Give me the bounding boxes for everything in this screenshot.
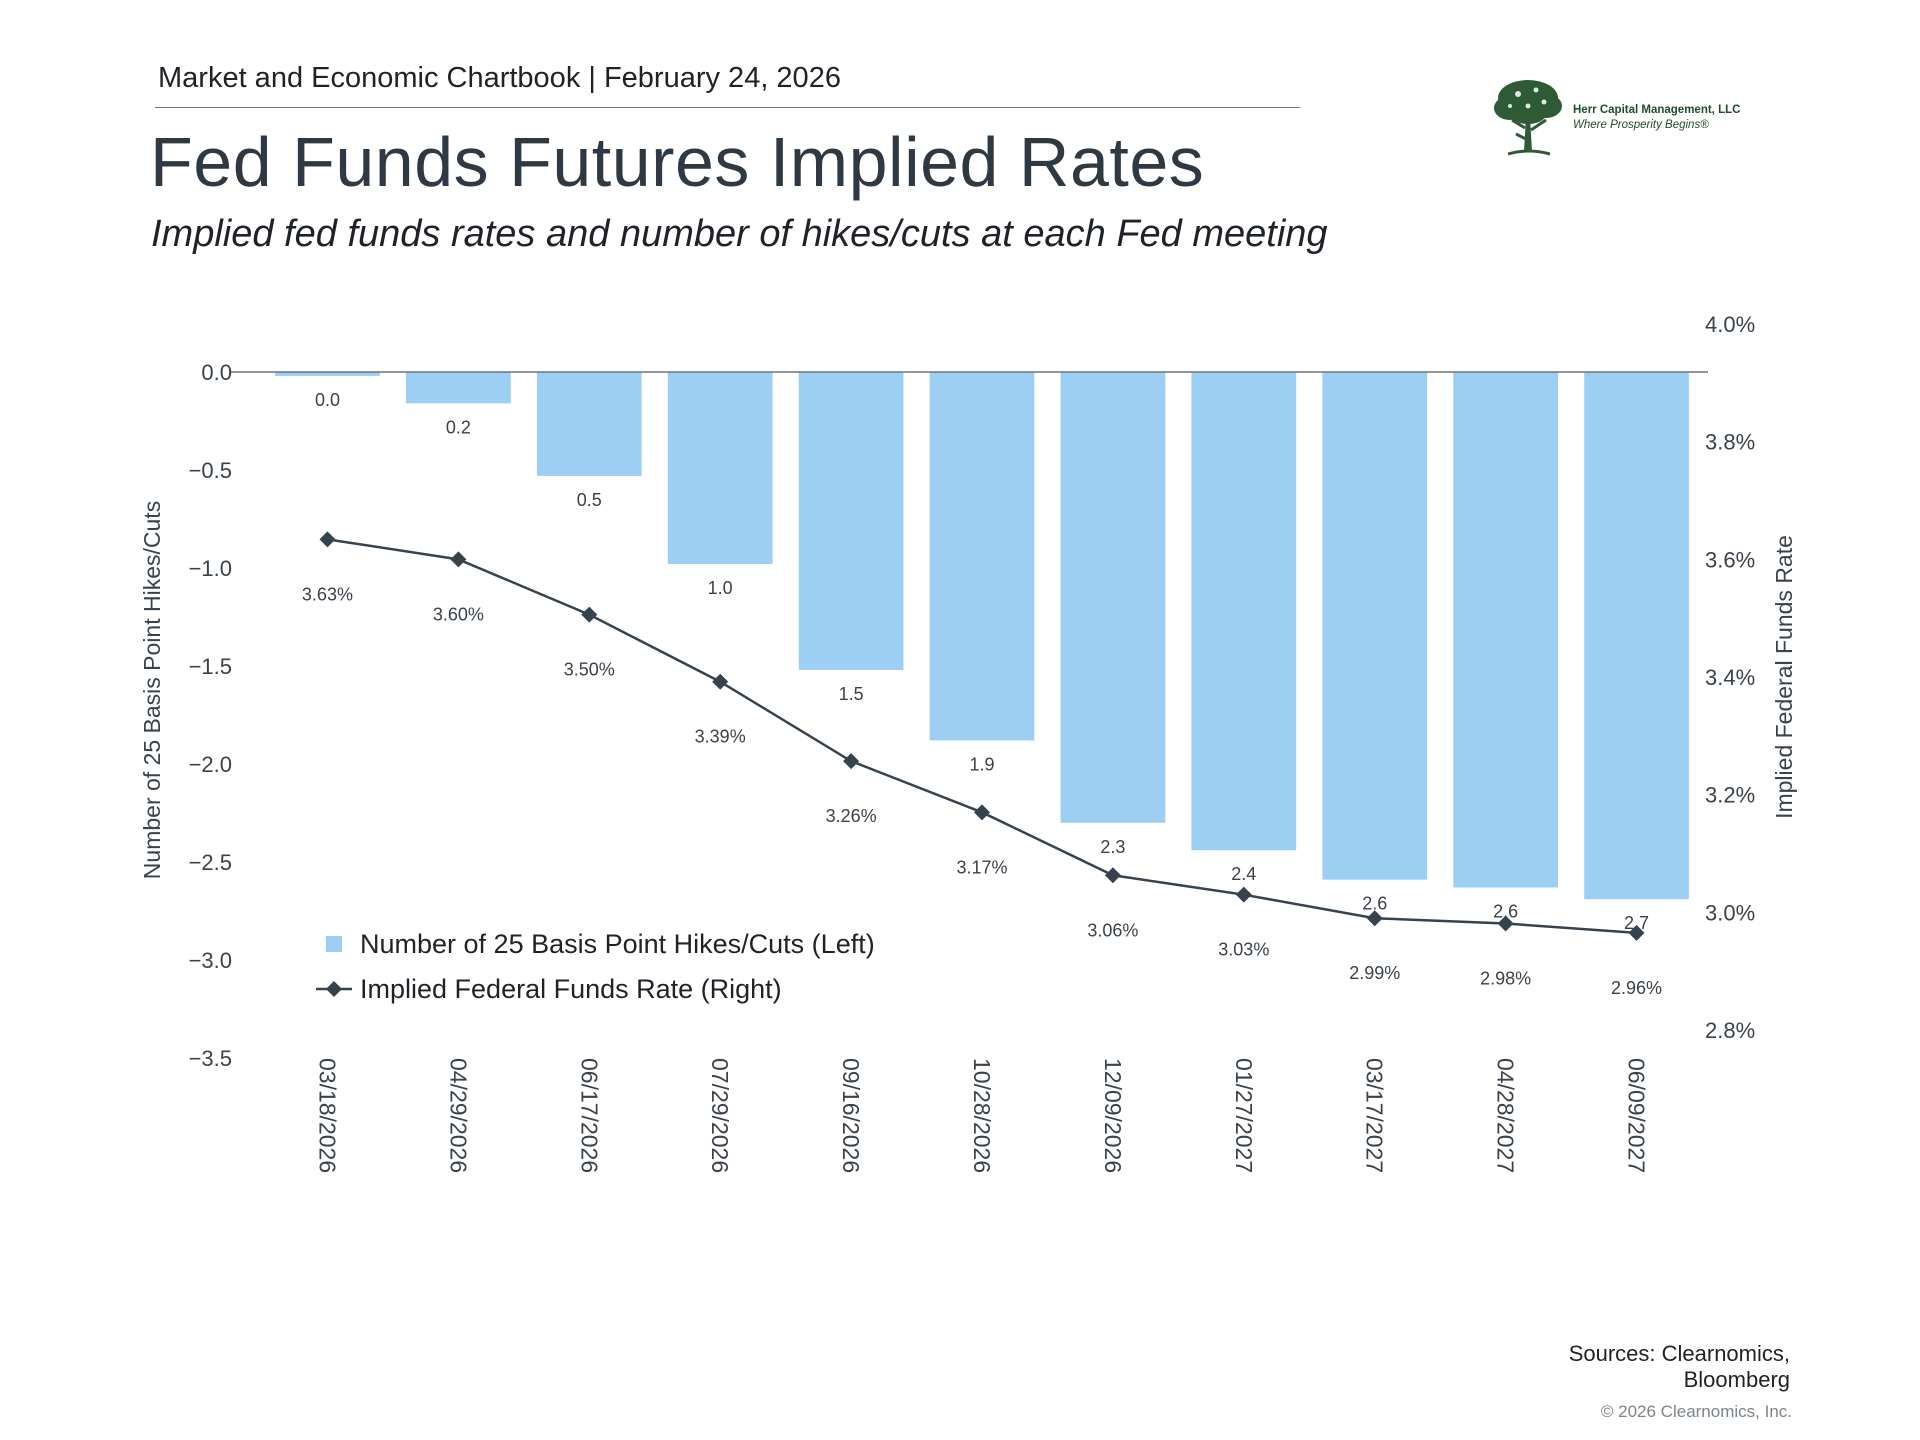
bar-data-label-3: 1.0: [708, 578, 733, 598]
bar-data-label-9: 2.6: [1493, 901, 1518, 921]
bar-data-label-10: 2.7: [1624, 913, 1649, 933]
bar-0: [275, 372, 380, 376]
x-tick-label-4: 09/16/2026: [838, 1058, 864, 1173]
rate-marker-6: [1104, 867, 1121, 884]
rate-marker-7: [1235, 886, 1252, 903]
x-tick-label-8: 03/17/2027: [1362, 1058, 1388, 1173]
bar-6: [1060, 372, 1166, 823]
oak-tree-icon: [1494, 80, 1562, 156]
bar-data-label-4: 1.5: [839, 684, 864, 704]
rate-data-label-8: 2.99%: [1349, 963, 1400, 983]
right-tick-label-6: 2.8%: [1705, 1018, 1755, 1043]
bar-data-label-1: 0.2: [446, 417, 471, 437]
right-tick-label-3: 3.4%: [1705, 665, 1755, 690]
bar-3: [667, 372, 773, 565]
page-subtitle: Implied fed funds rates and number of hi…: [151, 213, 1328, 255]
rate-data-label-2: 3.50%: [564, 660, 615, 680]
x-tick-label-1: 04/29/2026: [445, 1058, 471, 1173]
legend-bar-label: Number of 25 Basis Point Hikes/Cuts (Lef…: [360, 929, 875, 959]
x-tick-label-10: 06/09/2027: [1624, 1058, 1650, 1173]
company-logo: Herr Capital Management, LLC Where Prosp…: [1488, 70, 1768, 170]
left-tick-label-6: −3.0: [189, 948, 232, 973]
left-tick-label-3: −1.5: [189, 654, 232, 679]
rate-marker-3: [712, 673, 729, 690]
header-divider: [155, 107, 1300, 108]
rate-data-label-3: 3.39%: [695, 727, 746, 747]
right-tick-label-1: 3.8%: [1705, 430, 1755, 455]
rate-marker-4: [843, 753, 860, 770]
bar-4: [798, 372, 904, 670]
legend-line-marker: [326, 981, 342, 997]
rate-marker-10: [1628, 924, 1645, 941]
x-tick-label-5: 10/28/2026: [969, 1058, 995, 1173]
sources-note: Sources: Clearnomics, Bloomberg: [1568, 1341, 1790, 1392]
x-tick-label-7: 01/27/2027: [1231, 1058, 1257, 1173]
page-title: Fed Funds Futures Implied Rates: [150, 123, 1205, 201]
bar-data-label-6: 2.3: [1100, 837, 1125, 857]
bar-data-label-5: 1.9: [969, 754, 994, 774]
bar-data-label-7: 2.4: [1231, 864, 1256, 884]
bar-1: [406, 372, 511, 404]
rate-marker-5: [974, 804, 990, 821]
legend-line-label: Implied Federal Funds Rate (Right): [360, 974, 782, 1004]
right-tick-label-5: 3.0%: [1705, 900, 1755, 925]
bar-data-label-8: 2.6: [1362, 894, 1387, 914]
x-tick-label-2: 06/17/2026: [576, 1058, 602, 1173]
logo-tagline: Where Prosperity Begins®: [1573, 119, 1709, 131]
left-tick-label-5: −2.5: [189, 850, 232, 875]
right-axis-label: Implied Federal Funds Rate: [1771, 535, 1797, 819]
rate-data-label-9: 2.98%: [1480, 969, 1531, 989]
rate-marker-2: [581, 606, 598, 623]
left-tick-label-4: −2.0: [189, 752, 232, 777]
right-tick-label-4: 3.2%: [1705, 783, 1755, 808]
left-axis-label: Number of 25 Basis Point Hikes/Cuts: [139, 501, 165, 879]
right-tick-label-2: 3.6%: [1705, 547, 1755, 572]
logo-company-name: Herr Capital Management, LLC: [1573, 104, 1741, 116]
rate-data-label-10: 2.96%: [1611, 978, 1662, 998]
rate-data-label-6: 3.06%: [1087, 920, 1138, 940]
x-tick-label-6: 12/09/2026: [1100, 1058, 1126, 1173]
left-tick-label-7: −3.5: [189, 1046, 232, 1071]
bar-10: [1584, 372, 1689, 900]
bar-5: [929, 372, 1035, 741]
left-tick-label-0: 0.0: [201, 360, 232, 385]
rate-data-label-0: 3.63%: [302, 584, 353, 604]
chartbook-header: Market and Economic Chartbook | February…: [158, 62, 841, 94]
copyright-note: © 2026 Clearnomics, Inc.: [1600, 1402, 1792, 1421]
left-tick-label-2: −1.0: [189, 556, 232, 581]
bar-data-label-2: 0.5: [577, 490, 602, 510]
bar-7: [1191, 372, 1297, 851]
bar-9: [1453, 372, 1558, 888]
rate-data-label-7: 3.03%: [1218, 940, 1269, 960]
rate-data-label-1: 3.60%: [433, 604, 484, 624]
right-tick-label-0: 4.0%: [1705, 312, 1755, 337]
rate-data-label-5: 3.17%: [956, 857, 1007, 877]
x-tick-label-0: 03/18/2026: [314, 1058, 340, 1173]
x-tick-label-3: 07/29/2026: [707, 1058, 733, 1173]
bar-2: [536, 372, 642, 476]
legend-bar-swatch: [326, 936, 342, 952]
left-tick-label-1: −0.5: [189, 458, 232, 483]
bar-data-label-0: 0.0: [315, 390, 340, 410]
x-tick-label-9: 04/28/2027: [1493, 1058, 1519, 1173]
rate-marker-9: [1497, 915, 1514, 932]
bar-8: [1322, 372, 1428, 880]
rate-data-label-4: 3.26%: [826, 806, 877, 826]
rate-marker-1: [450, 551, 467, 568]
rate-marker-8: [1366, 910, 1383, 927]
rate-marker-0: [319, 531, 336, 548]
